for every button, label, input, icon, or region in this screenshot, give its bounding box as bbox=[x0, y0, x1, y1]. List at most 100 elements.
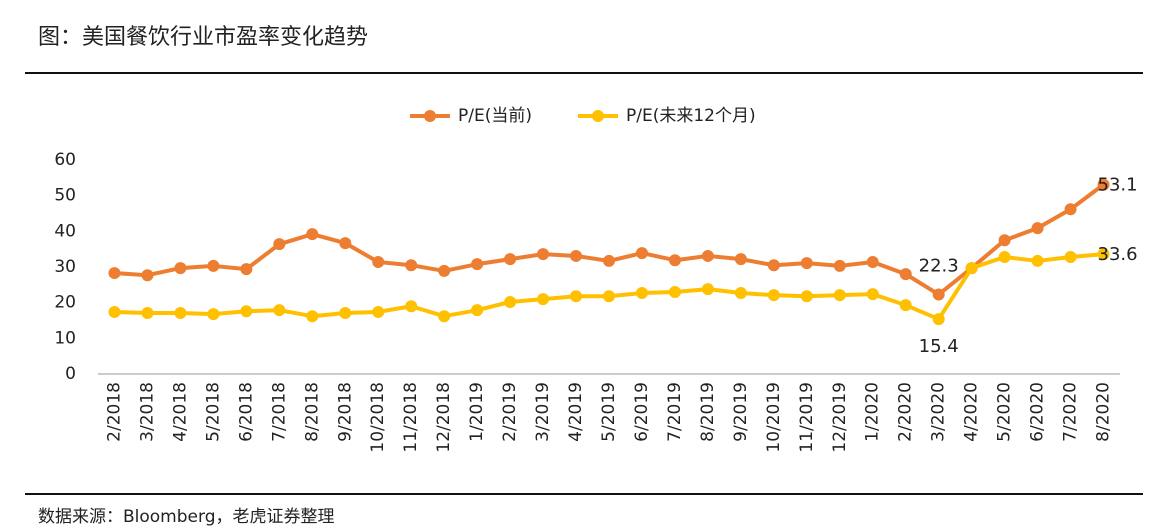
data-point bbox=[273, 304, 286, 317]
y-tick-label: 0 bbox=[65, 364, 76, 384]
x-tick-label: 1/2019 bbox=[467, 382, 487, 442]
x-tick-label: 9/2018 bbox=[335, 382, 355, 442]
data-point bbox=[932, 313, 945, 326]
y-tick-label: 30 bbox=[54, 257, 76, 277]
data-point bbox=[800, 257, 813, 270]
data-label: 22.3 bbox=[919, 255, 959, 276]
data-point bbox=[1031, 254, 1044, 267]
data-point bbox=[635, 287, 648, 300]
x-tick-label: 8/2019 bbox=[698, 382, 718, 442]
data-point bbox=[372, 305, 385, 318]
data-point bbox=[668, 254, 681, 267]
data-point bbox=[174, 262, 187, 275]
x-tick-label: 8/2020 bbox=[1094, 382, 1114, 442]
x-tick-label: 5/2018 bbox=[203, 382, 223, 442]
data-point bbox=[570, 290, 583, 303]
x-tick-label: 12/2018 bbox=[434, 382, 454, 453]
x-tick-label: 11/2018 bbox=[401, 382, 421, 453]
data-point bbox=[998, 234, 1011, 247]
data-point bbox=[800, 290, 813, 303]
legend-marker bbox=[424, 110, 436, 122]
data-point bbox=[306, 228, 319, 241]
x-tick-label: 7/2019 bbox=[665, 382, 685, 442]
data-point bbox=[207, 308, 220, 321]
data-point bbox=[932, 288, 945, 301]
x-tick-label: 7/2020 bbox=[1061, 382, 1081, 442]
legend-label: P/E(当前) bbox=[458, 106, 532, 126]
data-point bbox=[174, 307, 187, 320]
data-point bbox=[570, 249, 583, 262]
data-point bbox=[339, 307, 352, 320]
data-point bbox=[998, 251, 1011, 264]
data-point bbox=[833, 259, 846, 272]
x-tick-label: 4/2019 bbox=[566, 382, 586, 442]
data-point bbox=[405, 259, 418, 272]
data-point bbox=[504, 253, 517, 266]
data-label: 53.1 bbox=[1098, 175, 1138, 196]
y-tick-label: 20 bbox=[54, 293, 76, 313]
legend-marker bbox=[592, 110, 604, 122]
data-point bbox=[635, 247, 648, 260]
data-point bbox=[668, 285, 681, 298]
data-point bbox=[899, 268, 912, 281]
x-tick-label: 10/2018 bbox=[368, 382, 388, 453]
data-point bbox=[537, 293, 550, 306]
x-tick-label: 10/2019 bbox=[764, 382, 784, 453]
data-point bbox=[701, 283, 714, 296]
data-point bbox=[240, 263, 253, 276]
data-point bbox=[471, 304, 484, 317]
x-tick-label: 2/2020 bbox=[896, 382, 916, 442]
data-point bbox=[866, 256, 879, 269]
data-point bbox=[108, 305, 121, 318]
legend-label: P/E(未来12个月) bbox=[626, 106, 756, 126]
data-point bbox=[833, 289, 846, 302]
x-tick-label: 6/2019 bbox=[632, 382, 652, 442]
data-point bbox=[734, 253, 747, 266]
data-point bbox=[207, 259, 220, 272]
x-tick-label: 2/2019 bbox=[500, 382, 520, 442]
source-note: 数据来源：Bloomberg，老虎证券整理 bbox=[38, 507, 334, 527]
data-point bbox=[1097, 178, 1110, 191]
data-point bbox=[240, 305, 253, 318]
data-point bbox=[537, 248, 550, 261]
data-point bbox=[504, 295, 517, 308]
x-tick-label: 4/2018 bbox=[170, 382, 190, 442]
x-tick-label: 9/2019 bbox=[731, 382, 751, 442]
x-tick-label: 5/2020 bbox=[995, 382, 1015, 442]
data-point bbox=[603, 290, 615, 303]
data-point bbox=[603, 254, 615, 267]
chart-title: 图：美国餐饮行业市盈率变化趋势 bbox=[38, 25, 368, 50]
data-point bbox=[306, 310, 319, 323]
data-point bbox=[372, 256, 385, 269]
data-point bbox=[438, 264, 451, 277]
data-point bbox=[273, 238, 286, 251]
x-tick-label: 1/2020 bbox=[863, 382, 883, 442]
x-tick-label: 3/2020 bbox=[929, 382, 949, 442]
data-point bbox=[438, 310, 451, 323]
data-point bbox=[701, 249, 714, 262]
data-point bbox=[339, 237, 352, 250]
x-tick-label: 4/2020 bbox=[962, 382, 982, 442]
x-tick-label: 3/2019 bbox=[533, 382, 553, 442]
data-point bbox=[1064, 203, 1077, 216]
x-tick-label: 7/2018 bbox=[269, 382, 289, 442]
y-tick-label: 40 bbox=[54, 221, 76, 241]
data-point bbox=[767, 259, 780, 272]
data-point bbox=[899, 299, 912, 312]
x-tick-label: 8/2018 bbox=[302, 382, 322, 442]
data-point bbox=[1031, 222, 1044, 235]
data-point bbox=[866, 288, 879, 301]
data-point bbox=[767, 289, 780, 302]
data-point bbox=[471, 258, 484, 271]
series-line bbox=[114, 183, 1105, 297]
data-point bbox=[108, 267, 121, 280]
x-tick-label: 12/2019 bbox=[830, 382, 850, 453]
y-tick-label: 60 bbox=[54, 150, 76, 170]
x-tick-label: 6/2020 bbox=[1028, 382, 1048, 442]
data-point bbox=[405, 300, 418, 313]
y-tick-label: 10 bbox=[54, 328, 76, 348]
data-point bbox=[965, 262, 978, 275]
x-tick-label: 5/2019 bbox=[599, 382, 619, 442]
